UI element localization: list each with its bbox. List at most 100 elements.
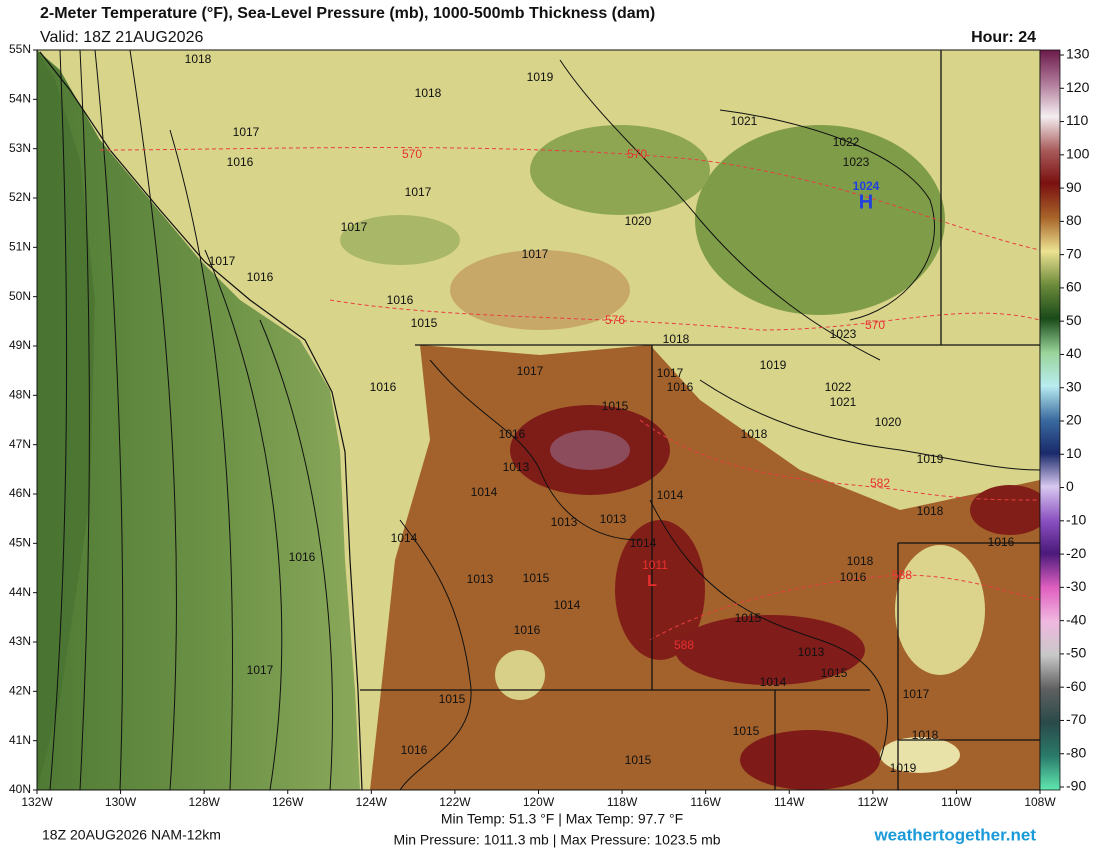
low-pressure-symbol: L [647,573,657,590]
isobar-label: 1018 [917,504,944,518]
mild-region [495,650,545,700]
isobar-label: 1020 [875,415,902,429]
thickness-label: 582 [870,476,890,490]
isobar-label: 1017 [233,125,260,139]
colorbar-label: -10 [1066,512,1086,528]
colorbar-label: -70 [1066,711,1086,727]
lat-label: 48N [9,388,31,402]
isobar-label: 1015 [602,399,629,413]
lon-label: 112W [858,795,889,809]
lon-label: 122W [439,795,471,809]
colorbar-label: -80 [1066,744,1086,760]
hot-core [550,430,630,470]
colorbar-label: 40 [1066,345,1082,361]
lat-label: 51N [9,240,31,254]
isobar-label: 1016 [840,570,867,584]
lat-label: 43N [9,634,31,648]
isobar-label: 1016 [387,293,414,307]
lat-label: 44N [9,585,31,599]
isobar-label: 1014 [391,531,418,545]
colorbar-label: -40 [1066,611,1086,627]
hot-region [675,615,865,685]
isobar-label: 1018 [185,52,212,66]
thickness-lines [99,147,1040,641]
isobar-label: 1017 [247,663,274,677]
isobar-label: 1023 [843,155,870,169]
colorbar-label: 60 [1066,279,1082,295]
isobar-label: 1019 [890,761,917,775]
temp-range: Min Temp: 51.3 °F | Max Temp: 97.7 °F [441,811,683,827]
lon-label: 108W [1024,795,1056,809]
isobar-label: 1015 [733,724,760,738]
lon-label: 110W [941,795,972,809]
lon-label: 120W [523,795,555,809]
title: 2-Meter Temperature (°F), Sea-Level Pres… [40,5,655,22]
high-pressure-value: 1024 [853,179,880,193]
colorbar-label: -90 [1066,778,1086,794]
lon-label: 128W [188,795,220,809]
cool-region [530,125,710,215]
warm-region [450,250,630,330]
colorbar-label: -30 [1066,578,1086,594]
mild-region [880,737,960,773]
isobar-label: 1019 [917,452,944,466]
lat-label: 50N [9,289,31,303]
colorbar-label: 110 [1066,112,1089,128]
hot-region [615,520,705,660]
lat-label: 45N [9,536,31,550]
colorbar-label: 30 [1066,378,1082,394]
lat-label: 55N [9,42,31,56]
isobar-label: 1016 [514,623,541,637]
lat-label: 41N [9,733,31,747]
lon-label: 116W [690,795,721,809]
isobar-label: 1014 [760,675,787,689]
pressure-range: Min Pressure: 1011.3 mb | Max Pressure: … [393,832,720,848]
isobar-label: 1016 [401,743,428,757]
lat-label: 40N [9,782,31,796]
hot-region [970,485,1040,535]
isobar-label: 1019 [527,70,554,84]
lon-label: 126W [272,795,304,809]
colorbar-label: 10 [1066,445,1082,461]
lon-label: 118W [607,795,638,809]
ocean [37,50,360,790]
colorbar-label: 20 [1066,412,1082,428]
forecast-hour: Hour: 24 [971,29,1036,46]
isobar-label: 1021 [830,395,857,409]
isobar-label: 1015 [439,692,466,706]
isobar-label: 1018 [415,86,442,100]
thickness-label: 576 [605,313,625,327]
isobar-label: 1013 [467,572,494,586]
isobar-label: 1017 [341,220,368,234]
isobar-label: 1015 [411,316,438,330]
lat-label: 52N [9,190,31,204]
thickness-label: 588 [674,638,694,652]
lat-label: 54N [9,92,31,106]
isobar-label: 1013 [600,512,627,526]
colorbar-label: -50 [1066,645,1086,661]
isobar-label: 1015 [821,666,848,680]
isobar-label: 1017 [209,254,236,268]
colorbar-label: -60 [1066,678,1086,694]
isobars [49,50,1040,790]
isobar-label: 1018 [847,554,874,568]
colorbar-label: 50 [1066,312,1082,328]
low-pressure-value: 1011 [642,558,668,572]
isobar-label: 1017 [903,687,930,701]
model-run: 18Z 20AUG2026 NAM-12km [42,827,221,843]
lon-label: 132W [21,795,53,809]
site-credit: weathertogether.net [873,825,1036,844]
isobar-label: 1016 [289,550,316,564]
isobar-label: 1018 [663,332,690,346]
thickness-label: 570 [402,147,422,161]
isobar-label: 1023 [830,327,857,341]
cool-region [695,125,945,315]
cool-region [340,215,460,265]
hot-region [740,730,880,790]
mild-region [895,545,985,675]
lat-label: 42N [9,684,31,698]
colorbar-label: 80 [1066,212,1082,228]
isobar-label: 1015 [735,611,762,625]
lon-label: 114W [774,795,805,809]
